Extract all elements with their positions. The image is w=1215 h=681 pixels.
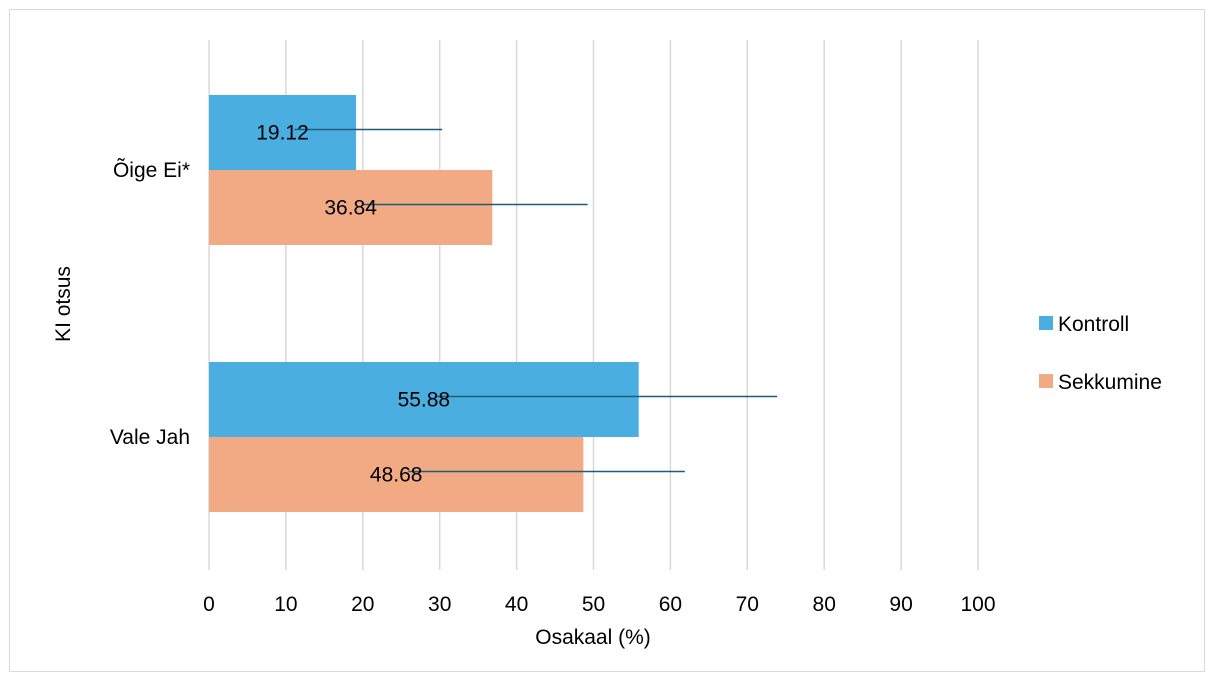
x-tick-label-90: 90 (889, 593, 912, 616)
x-axis-title: Osakaal (%) (535, 626, 651, 649)
y-axis-title: KI otsus (52, 266, 75, 342)
category-label-1: Vale Jah (110, 426, 190, 449)
data-labels: 19.12 55.88 36.84 48.68 (256, 122, 450, 487)
bar-kontroll-1 (209, 362, 639, 437)
data-label-sekkumine-1: 48.68 (370, 464, 423, 487)
data-label-sekkumine-0: 36.84 (324, 197, 377, 220)
x-tick-labels: 0 10 20 30 40 50 60 70 80 90 100 (203, 593, 995, 616)
x-tick-label-0: 0 (203, 593, 215, 616)
bar-sekkumine-1 (209, 437, 584, 512)
legend-label-sekkumine: Sekkumine (1058, 371, 1162, 394)
x-tick-label-20: 20 (351, 593, 374, 616)
bars (209, 95, 639, 512)
x-tick-label-60: 60 (659, 593, 682, 616)
x-tick-label-40: 40 (505, 593, 528, 616)
x-tick-label-100: 100 (960, 593, 995, 616)
legend-swatch-kontroll (1039, 316, 1053, 330)
legend: Kontroll Sekkumine (1039, 313, 1162, 394)
legend-label-kontroll: Kontroll (1058, 313, 1129, 336)
x-tick-label-70: 70 (736, 593, 759, 616)
legend-swatch-sekkumine (1039, 374, 1053, 388)
x-tick-label-30: 30 (428, 593, 451, 616)
bar-sekkumine-0 (209, 170, 493, 245)
error-bars (294, 128, 778, 473)
x-tick-label-50: 50 (582, 593, 605, 616)
data-label-kontroll-0: 19.12 (256, 122, 309, 145)
category-label-0: Õige Ei* (113, 158, 190, 182)
category-labels: Õige Ei* Vale Jah (110, 158, 190, 449)
bar-kontroll-0 (209, 95, 357, 170)
data-label-kontroll-1: 55.88 (398, 389, 451, 412)
x-tick-label-10: 10 (274, 593, 297, 616)
x-tick-label-80: 80 (813, 593, 836, 616)
